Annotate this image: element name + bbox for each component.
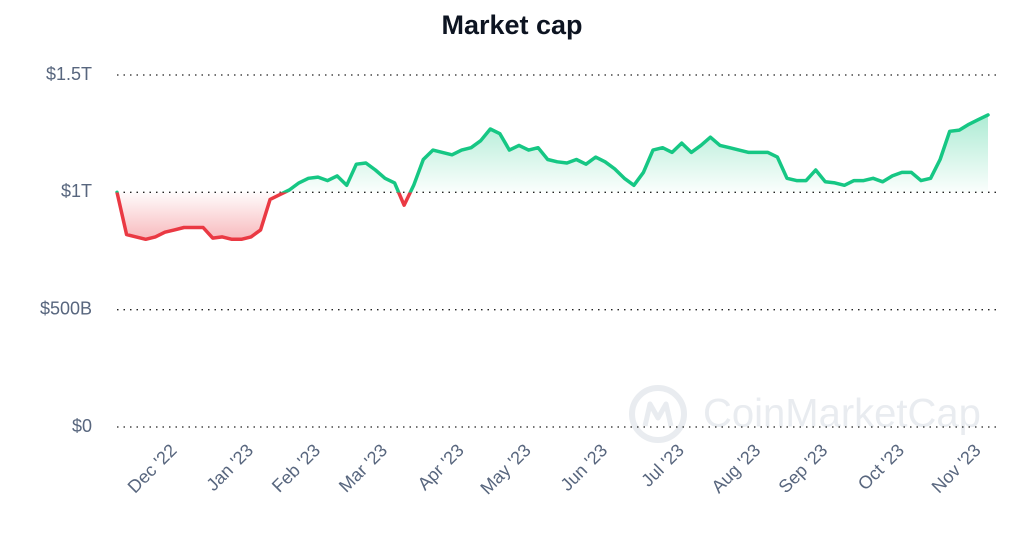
x-tick-label: Dec '22 bbox=[124, 440, 181, 497]
x-tick-label: Sep '23 bbox=[775, 440, 832, 497]
y-tick-label: $1.5T bbox=[46, 64, 92, 84]
y-tick-label: $0 bbox=[72, 416, 92, 436]
x-tick-label: May '23 bbox=[476, 440, 534, 498]
area bbox=[117, 114, 988, 240]
x-axis: Dec '22 Jan '23 Feb '23 Mar '23 Apr '23 May '… bbox=[124, 440, 985, 498]
plot bbox=[115, 113, 990, 242]
x-tick-label: Aug '23 bbox=[708, 440, 765, 497]
x-tick-label: Nov '23 bbox=[928, 440, 985, 497]
watermark-text: CoinMarketCap bbox=[703, 392, 981, 436]
line bbox=[115, 113, 990, 242]
x-tick-label: Jan '23 bbox=[202, 440, 257, 495]
watermark: CoinMarketCap bbox=[629, 385, 981, 443]
chart-title: Market cap bbox=[441, 10, 582, 40]
x-tick-label: Oct '23 bbox=[854, 440, 908, 494]
watermark-logo-mark bbox=[642, 401, 674, 427]
x-tick-label: Jun '23 bbox=[557, 440, 612, 495]
x-tick-label: Mar '23 bbox=[335, 440, 391, 496]
watermark-logo bbox=[629, 385, 687, 443]
y-tick-label: $500B bbox=[40, 298, 92, 318]
grid: $0 $500B $1T $1.5T bbox=[40, 64, 1000, 436]
x-tick-label: Apr '23 bbox=[414, 440, 468, 494]
x-tick-label: Jul '23 bbox=[637, 440, 688, 491]
x-tick-label: Feb '23 bbox=[268, 440, 324, 496]
y-tick-label: $1T bbox=[61, 181, 92, 201]
